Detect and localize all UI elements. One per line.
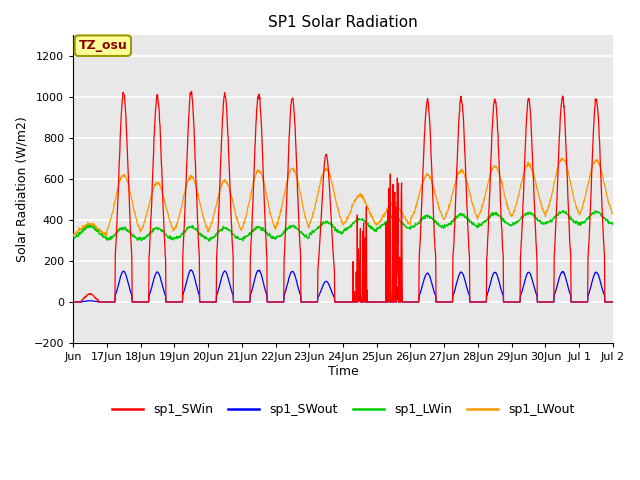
sp1_LWin — [154, 225, 161, 231]
sp1_SWin — [609, 299, 617, 305]
sp1_SWin — [319, 184, 326, 190]
sp1_SWout — [602, 299, 610, 305]
Line: sp1_LWout: sp1_LWout — [73, 158, 613, 236]
sp1_SWin — [69, 299, 77, 305]
sp1_LWout — [470, 208, 478, 214]
sp1_SWin — [470, 299, 478, 305]
sp1_SWout — [188, 267, 195, 273]
sp1_LWin — [609, 220, 617, 226]
sp1_SWout — [329, 292, 337, 298]
sp1_LWout — [550, 184, 557, 190]
sp1_LWin — [329, 224, 337, 229]
sp1_SWout — [154, 269, 161, 275]
sp1_SWin — [154, 92, 161, 97]
sp1_LWout — [102, 233, 109, 239]
Line: sp1_SWin: sp1_SWin — [73, 91, 613, 302]
sp1_SWout — [470, 299, 478, 305]
Title: SP1 Solar Radiation: SP1 Solar Radiation — [268, 15, 418, 30]
sp1_SWout — [550, 299, 557, 305]
sp1_LWin — [470, 222, 478, 228]
Line: sp1_LWin: sp1_LWin — [73, 210, 613, 241]
sp1_LWin — [205, 238, 213, 244]
Legend: sp1_SWin, sp1_SWout, sp1_LWin, sp1_LWout: sp1_SWin, sp1_SWout, sp1_LWin, sp1_LWout — [107, 398, 579, 421]
sp1_LWout — [319, 171, 326, 177]
sp1_SWin — [602, 299, 610, 305]
Line: sp1_SWout: sp1_SWout — [73, 270, 613, 302]
sp1_LWout — [603, 192, 611, 198]
sp1_LWin — [603, 218, 611, 224]
sp1_SWin — [188, 88, 195, 94]
sp1_LWin — [69, 235, 77, 240]
X-axis label: Time: Time — [328, 365, 358, 378]
sp1_LWin — [319, 220, 326, 226]
Y-axis label: Solar Radiation (W/m2): Solar Radiation (W/m2) — [15, 116, 28, 262]
sp1_SWout — [319, 283, 326, 289]
sp1_LWout — [609, 211, 617, 217]
sp1_LWout — [69, 232, 77, 238]
sp1_SWin — [550, 299, 557, 305]
sp1_LWout — [329, 185, 337, 191]
Text: TZ_osu: TZ_osu — [79, 39, 127, 52]
sp1_SWout — [69, 299, 77, 305]
sp1_LWin — [559, 207, 567, 213]
sp1_LWout — [154, 180, 162, 185]
sp1_LWin — [550, 216, 557, 221]
sp1_LWout — [557, 155, 565, 161]
sp1_SWin — [329, 248, 337, 253]
sp1_SWout — [609, 299, 617, 305]
